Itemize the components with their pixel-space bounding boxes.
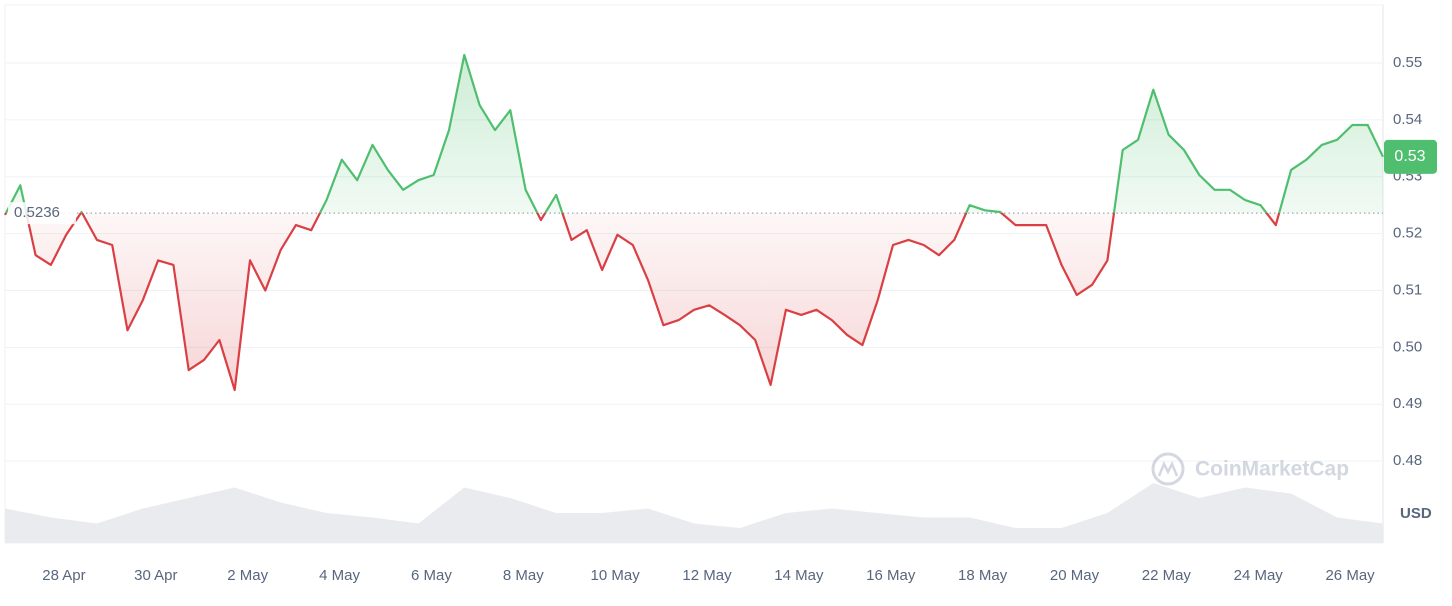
x-tick-label: 8 May bbox=[503, 567, 544, 584]
volume-area bbox=[5, 483, 1383, 543]
y-unit: USD bbox=[1400, 505, 1432, 522]
baseline-label: 0.5236 bbox=[14, 204, 60, 221]
y-tick-label: 0.54 bbox=[1393, 111, 1422, 128]
x-tick-label: 22 May bbox=[1142, 567, 1192, 584]
x-tick-label: 14 May bbox=[774, 567, 824, 584]
y-tick-label: 0.51 bbox=[1393, 281, 1422, 298]
watermark-text: CoinMarketCap bbox=[1195, 458, 1349, 481]
watermark: CoinMarketCap bbox=[1151, 452, 1349, 486]
x-tick-label: 10 May bbox=[591, 567, 641, 584]
y-tick-label: 0.49 bbox=[1393, 395, 1422, 412]
baseline-label-bg bbox=[8, 202, 76, 225]
x-tick-label: 30 Apr bbox=[134, 567, 177, 584]
y-tick-label: 0.52 bbox=[1393, 225, 1422, 242]
x-tick-label: 16 May bbox=[866, 567, 916, 584]
x-tick-label: 24 May bbox=[1234, 567, 1284, 584]
x-tick-label: 12 May bbox=[682, 567, 732, 584]
x-tick-label: 2 May bbox=[227, 567, 268, 584]
x-tick-label: 20 May bbox=[1050, 567, 1100, 584]
price-area bbox=[5, 55, 1383, 390]
x-tick-label: 26 May bbox=[1325, 567, 1375, 584]
x-tick-label: 6 May bbox=[411, 567, 452, 584]
x-tick-label: 28 Apr bbox=[42, 567, 85, 584]
y-tick-label: 0.50 bbox=[1393, 338, 1422, 355]
y-tick-label: 0.48 bbox=[1393, 452, 1422, 469]
price-line bbox=[4, 53, 1384, 392]
x-tick-label: 4 May bbox=[319, 567, 360, 584]
y-tick-label: 0.55 bbox=[1393, 54, 1422, 71]
price-tag-label: 0.53 bbox=[1394, 148, 1425, 165]
x-tick-label: 18 May bbox=[958, 567, 1008, 584]
price-tag bbox=[1384, 139, 1437, 174]
